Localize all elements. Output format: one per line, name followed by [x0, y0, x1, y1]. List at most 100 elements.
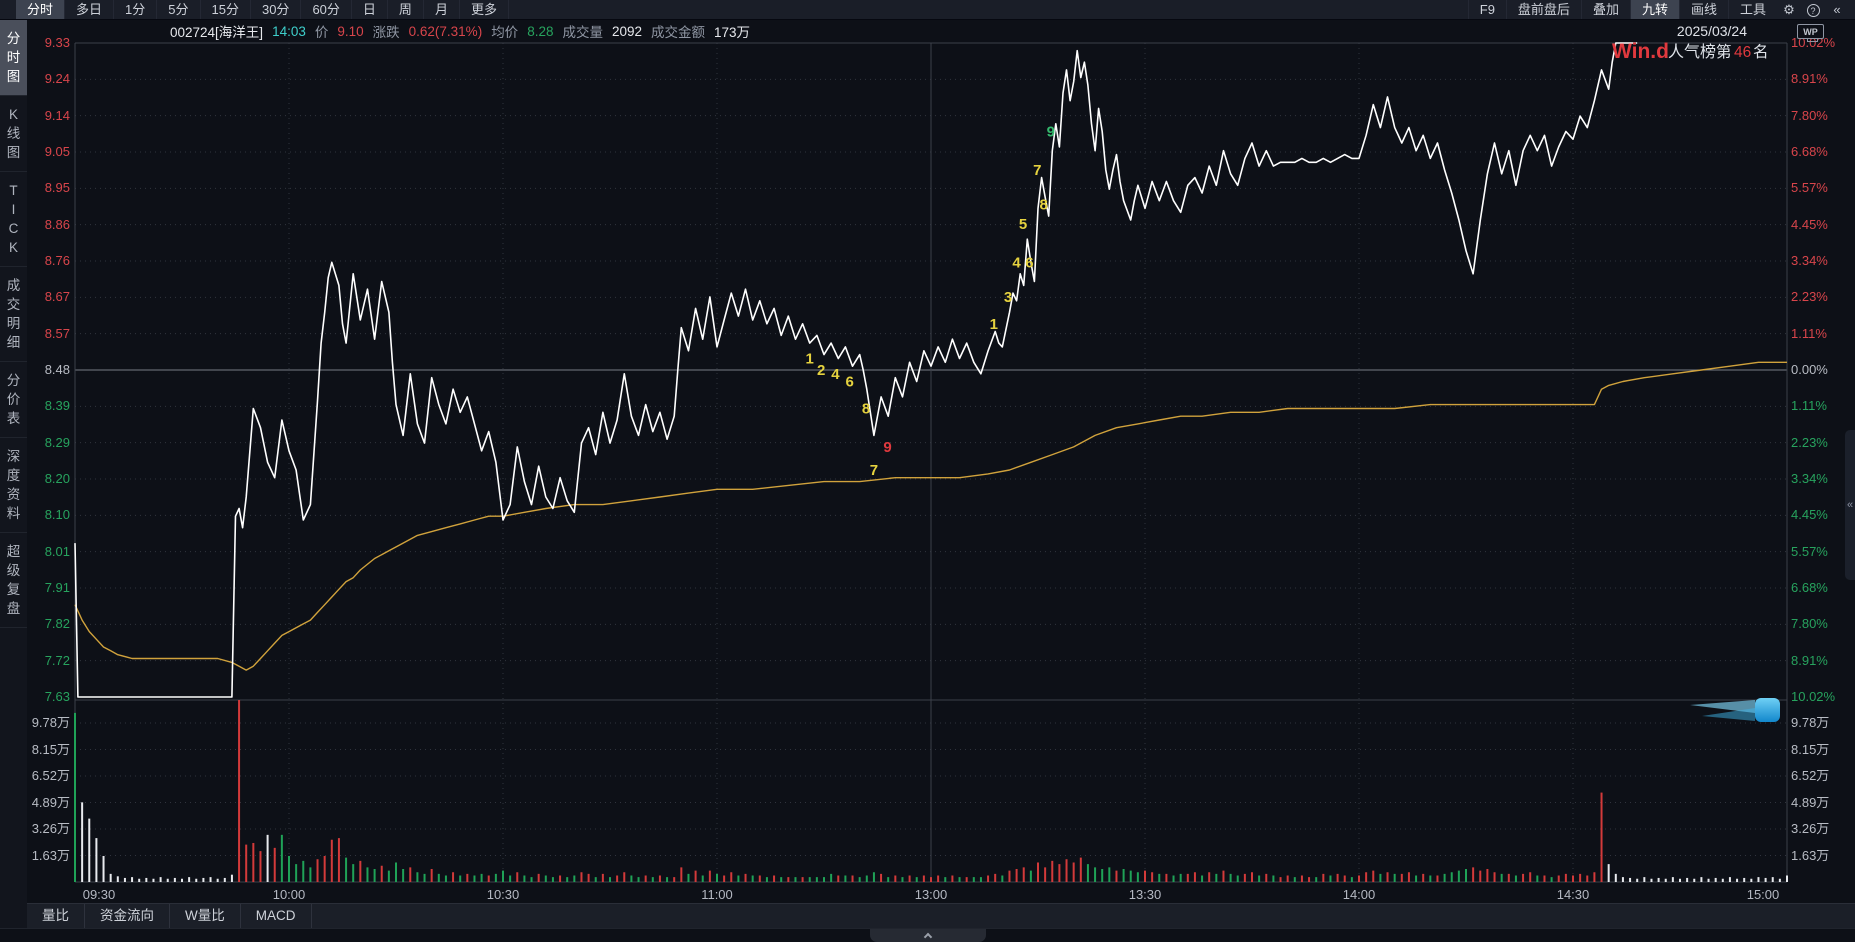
volume-bar	[81, 802, 84, 882]
volume-bar	[744, 873, 747, 882]
tab-MACD[interactable]: MACD	[241, 904, 312, 928]
bottom-collapse-handle[interactable]	[869, 929, 986, 942]
menu-item-更多[interactable]: 更多	[460, 0, 509, 19]
volume-bar	[1743, 877, 1746, 882]
volume-bar	[944, 877, 947, 882]
volume-bar	[651, 877, 654, 882]
price-value: 9.10	[337, 23, 364, 39]
volume-bar	[459, 875, 462, 882]
nine-turn-number: 5	[1019, 216, 1027, 233]
sidebar-item-超级复盘[interactable]: 超级复盘	[0, 533, 27, 628]
volume-bar	[644, 875, 647, 882]
volume-bar	[1272, 875, 1275, 882]
volume-bar	[409, 867, 412, 882]
menu-item-多日[interactable]: 多日	[65, 0, 115, 19]
menu-item-分时[interactable]: 分时	[16, 0, 66, 19]
volume-bar	[1472, 867, 1475, 882]
volume-bar	[1079, 857, 1082, 882]
volume-bar	[1022, 867, 1025, 882]
nine-turn-number: 8	[862, 400, 870, 417]
volume-bar	[1500, 873, 1503, 882]
volume-bar	[288, 855, 290, 882]
volume-bar	[1358, 875, 1360, 882]
avg-label: 均价	[491, 25, 519, 40]
volume-value: 2092	[611, 23, 643, 39]
volume-bar	[309, 867, 312, 882]
nine-turn-number: 9	[1047, 123, 1055, 140]
volume-bar	[544, 875, 547, 882]
volume-bar	[1015, 868, 1018, 882]
gear-icon[interactable]: ⚙	[1783, 2, 1795, 17]
volume-bar	[145, 877, 148, 882]
volume-bar	[444, 875, 447, 882]
menu-item-画线[interactable]: 画线	[1678, 0, 1728, 19]
volume-bar	[252, 842, 255, 882]
right-panel-collapse-handle[interactable]: «	[1845, 430, 1855, 580]
collapse-left-icon[interactable]: «	[1833, 2, 1841, 17]
menu-item-5分[interactable]: 5分	[157, 0, 201, 19]
stock-code-name: 002724[海洋王]	[170, 25, 264, 40]
menu-item-1分[interactable]: 1分	[114, 0, 158, 19]
nine-turn-number: 4	[831, 366, 840, 383]
volume-bar	[102, 855, 105, 882]
comet-trail	[1702, 708, 1755, 721]
nine-turn-number: 6	[1025, 254, 1033, 271]
nine-turn-number: 7	[870, 462, 878, 479]
sidebar-item-深度资料[interactable]: 深度资料	[0, 438, 27, 533]
menu-item-F9[interactable]: F9	[1467, 0, 1506, 19]
wp-monitor-icon[interactable]: WP	[1797, 24, 1824, 42]
volume-bar	[580, 872, 583, 882]
volume-bar	[1400, 873, 1403, 882]
tab-量比[interactable]: 量比	[27, 904, 85, 928]
volume-bar	[673, 877, 676, 882]
tab-W量比[interactable]: W量比	[170, 904, 241, 928]
menu-item-15分[interactable]: 15分	[201, 0, 251, 19]
volume-bar	[1486, 868, 1489, 882]
rank-suffix: 名	[1753, 43, 1769, 61]
volume-bar	[1572, 875, 1574, 882]
volume-bar	[1179, 873, 1182, 882]
menu-item-工具[interactable]: 工具	[1727, 0, 1777, 19]
volume-bar	[1072, 862, 1075, 882]
quote-time: 14:03	[272, 23, 306, 39]
top-menubar: 分时 多日 1分 5分 15分 30分 60分日周月更多 F9 盘前盘后 叠加 九转 画线 工具 ⚙? «	[0, 0, 1855, 20]
volume-bar	[487, 875, 490, 882]
menu-item-60分[interactable]: 60分	[301, 0, 352, 19]
volume-bar	[830, 873, 833, 882]
menu-item-月[interactable]: 月	[424, 0, 460, 19]
tab-资金流向[interactable]: 资金流向	[85, 904, 170, 928]
volume-bar	[1300, 875, 1303, 882]
volume-bar	[587, 873, 590, 882]
volume-bar	[694, 870, 697, 882]
volume-bar	[1786, 875, 1788, 882]
volume-bar	[1044, 867, 1047, 882]
menu-item-30分[interactable]: 30分	[251, 0, 302, 19]
menu-item-九转[interactable]: 九转	[1629, 0, 1679, 19]
volume-bar	[416, 872, 419, 882]
volume-bar	[1579, 873, 1582, 882]
sidebar-item-分时图[interactable]: 分时图	[0, 20, 27, 96]
menu-item-日[interactable]: 日	[352, 0, 388, 19]
nine-turn-number: 3	[1004, 289, 1012, 306]
help-icon[interactable]: ?	[1801, 0, 1825, 19]
menu-item-叠加[interactable]: 叠加	[1580, 0, 1630, 19]
volume-bar	[402, 868, 405, 882]
menu-item-周[interactable]: 周	[388, 0, 424, 19]
volume-label: 成交量	[562, 25, 603, 40]
rank-value: 46	[1734, 44, 1751, 61]
sidebar-item-分价表[interactable]: 分价表	[0, 362, 27, 438]
volume-bar	[1657, 877, 1660, 882]
trade-date[interactable]: 2025/03/24	[1676, 23, 1747, 39]
volume-bar	[95, 838, 98, 882]
volume-bar	[851, 875, 854, 882]
volume-bar	[266, 834, 269, 882]
volume-bar	[1707, 878, 1710, 882]
sidebar-item-成交明细[interactable]: 成交明细	[0, 267, 27, 362]
menu-item-盘前盘后[interactable]: 盘前盘后	[1505, 0, 1581, 19]
volume-bar	[1507, 873, 1510, 882]
volume-bar	[494, 873, 497, 882]
volume-bar	[1315, 877, 1318, 882]
volume-bar	[1721, 878, 1724, 882]
